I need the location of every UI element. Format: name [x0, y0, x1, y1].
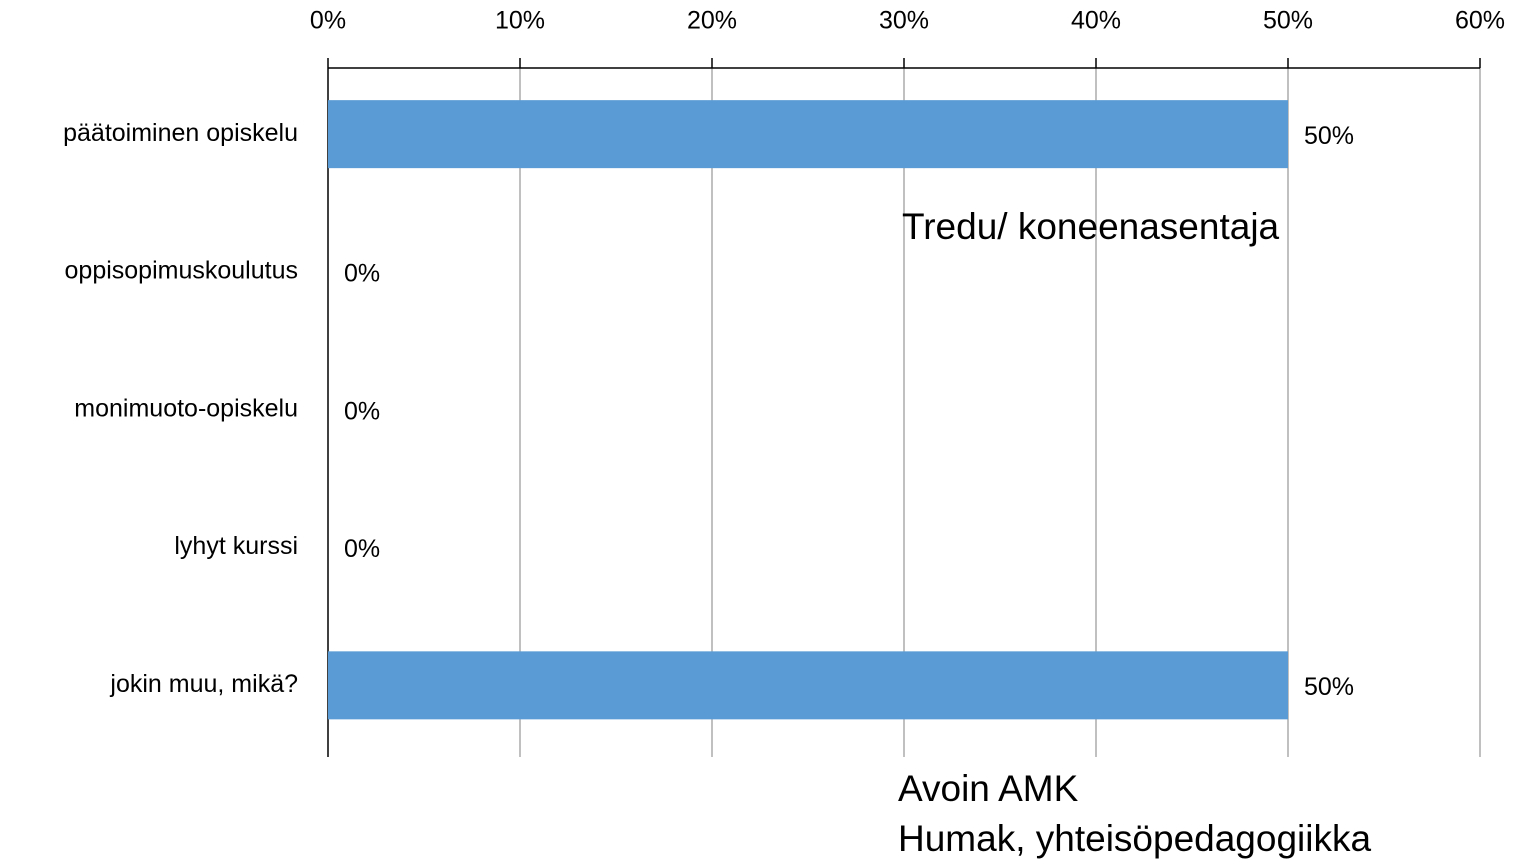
x-tick-label: 60% — [1455, 7, 1505, 35]
data-label: 0% — [344, 397, 380, 425]
annotation: Tredu/ koneenasentaja — [902, 206, 1280, 247]
bar — [328, 651, 1288, 720]
data-label: 0% — [344, 535, 380, 563]
y-tick-label: lyhyt kurssi — [174, 532, 298, 560]
y-tick-label: monimuoto-opiskelu — [74, 394, 298, 422]
data-label: 50% — [1304, 673, 1354, 701]
annotation: Avoin AMK — [898, 768, 1079, 809]
annotation: Humak, yhteisöpedagogiikka — [898, 818, 1371, 859]
y-tick-label: päätoiminen opiskelu — [63, 119, 298, 147]
x-tick-label: 0% — [310, 7, 346, 35]
data-label: 0% — [344, 260, 380, 288]
y-tick-label: jokin muu, mikä? — [109, 670, 298, 698]
bar — [328, 100, 1288, 169]
x-tick-label: 30% — [879, 7, 929, 35]
y-tick-label: oppisopimuskoulutus — [65, 257, 298, 285]
x-tick-label: 50% — [1263, 7, 1313, 35]
data-label: 50% — [1304, 122, 1354, 150]
x-tick-label: 20% — [687, 7, 737, 35]
x-tick-label: 40% — [1071, 7, 1121, 35]
x-tick-label: 10% — [495, 7, 545, 35]
